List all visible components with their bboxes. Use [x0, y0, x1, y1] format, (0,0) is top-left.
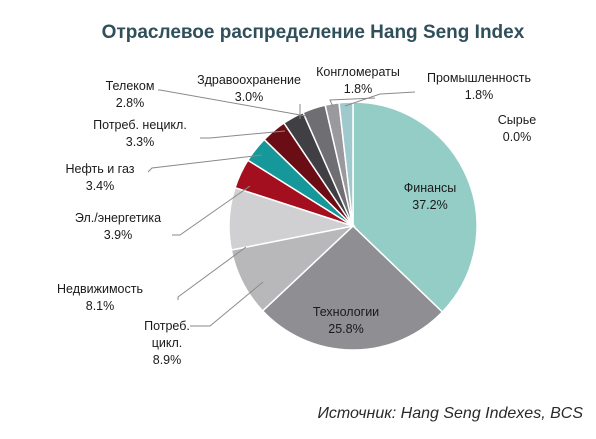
slice-2-label: Потреб. цикл. 8.9%: [144, 319, 190, 367]
slice-6-label: Потреб. нецикл. 3.3%: [93, 118, 187, 149]
slice-7-leader: [158, 89, 307, 117]
chart-title: Отраслевое распределение Hang Seng Index: [102, 22, 525, 43]
slice-9-label: Конгломераты 1.8%: [316, 65, 400, 96]
pie-slices: [228, 101, 478, 351]
slice-3-label: Недвижимость 8.1%: [57, 282, 143, 313]
slice-10-label: Промышленность 1.8%: [427, 71, 531, 102]
source-note: Источник: Hang Seng Indexes, BCS: [317, 405, 583, 422]
slice-2-leader: [190, 281, 264, 327]
slice-0-label: Финансы 37.2%: [404, 181, 456, 212]
slice-10-leader: [344, 91, 416, 107]
slice-6-leader: [200, 130, 286, 139]
slice-0: [352, 101, 478, 314]
slice-11-label: Сырье 0.0%: [498, 113, 536, 144]
leader-lines: [147, 89, 416, 327]
slice-1: [261, 224, 444, 351]
slice-10: [338, 101, 354, 227]
slice-4-label: Эл./энергетика 3.9%: [75, 211, 161, 242]
slice-7-label: Телеком 2.8%: [106, 79, 155, 110]
slice-9-leader: [329, 97, 376, 108]
slice-5-label: Нефть и газ 3.4%: [66, 162, 135, 193]
slice-3-leader: [177, 246, 247, 300]
slice-8-label: Здравоохранение 3.0%: [197, 73, 301, 104]
slice-5-leader: [147, 154, 263, 173]
slice-1-label: Технологии 25.8%: [313, 305, 379, 336]
slice-labels: Финансы 37.2% Технологии 25.8% Потреб. цикл. 8…: [57, 65, 536, 367]
slice-4-leader: [172, 185, 251, 236]
